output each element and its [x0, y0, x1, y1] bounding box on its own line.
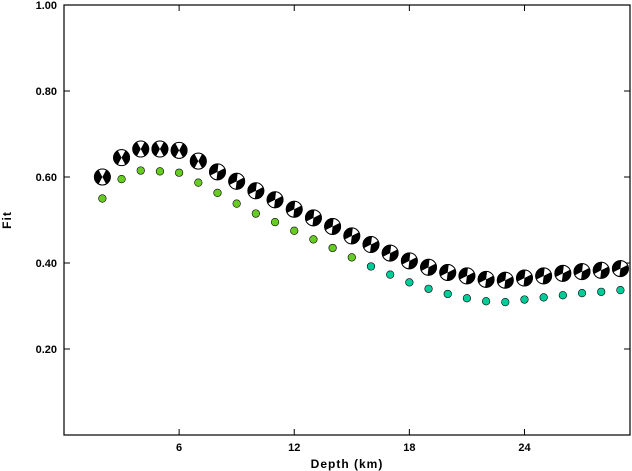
beachball-marker [439, 263, 457, 281]
x-tick-label: 18 [403, 442, 415, 454]
beachball-marker [208, 163, 226, 181]
small-marker [558, 291, 567, 300]
beachball-marker [381, 244, 399, 262]
beachball-marker [304, 209, 322, 227]
beachball-marker [113, 149, 131, 167]
beachball-marker [573, 263, 591, 281]
beachball-marker [266, 191, 284, 209]
small-marker [347, 253, 356, 262]
small-marker [290, 226, 299, 235]
small-marker [309, 235, 318, 244]
y-tick-label: 0.20 [36, 344, 57, 356]
beachball-marker [151, 140, 169, 158]
beachball-marker [458, 267, 476, 285]
beachball-marker [170, 141, 188, 159]
x-axis-title: Depth (km) [311, 457, 384, 471]
beachball-marker [324, 217, 342, 235]
small-marker [98, 194, 107, 203]
small-marker [117, 175, 126, 184]
beachball-marker [535, 267, 553, 285]
small-marker [328, 243, 337, 253]
small-marker [520, 295, 529, 304]
beachball-marker [189, 152, 207, 170]
beachball-marker [400, 252, 418, 270]
beachball-marker [496, 271, 514, 289]
beachball-marker [515, 269, 533, 287]
series-small-markers [98, 166, 625, 307]
small-marker [175, 168, 184, 177]
beachball-marker [132, 140, 150, 158]
small-marker [155, 167, 165, 176]
beachball-marker [362, 236, 380, 254]
small-marker [577, 289, 587, 298]
series-beachball-markers [93, 140, 629, 289]
small-marker [443, 289, 452, 299]
small-marker [270, 218, 280, 227]
small-marker [405, 278, 414, 287]
small-marker [482, 297, 491, 306]
y-tick-label: 0.80 [36, 86, 57, 98]
y-tick-label: 0.40 [36, 258, 57, 270]
small-marker [386, 270, 395, 279]
small-marker [462, 294, 472, 303]
x-tick-label: 6 [176, 442, 182, 454]
small-marker [251, 209, 260, 218]
x-tick-label: 24 [518, 442, 531, 454]
beachball-marker [420, 258, 438, 276]
small-marker [232, 199, 241, 208]
beachball-marker [247, 182, 265, 200]
beachball-marker [592, 261, 610, 279]
beachball-marker [554, 264, 572, 282]
small-marker [501, 298, 510, 307]
beachball-marker [228, 172, 246, 190]
axis-ticks: 6 12 18 24 0.20 0.40 0.60 0.80 1.00 [36, 0, 630, 454]
small-marker [424, 284, 433, 293]
small-marker [136, 166, 145, 175]
y-tick-label: 0.60 [36, 172, 57, 184]
beachball-marker [343, 227, 361, 245]
x-tick-label: 12 [288, 442, 300, 454]
beachball-marker [285, 200, 303, 218]
y-tick-label: 1.00 [36, 0, 57, 12]
small-marker [616, 285, 625, 295]
beachball-marker [477, 270, 495, 288]
small-marker [213, 188, 222, 198]
small-marker [194, 178, 203, 187]
small-marker [539, 293, 548, 302]
small-marker [366, 262, 376, 271]
y-axis-title: Fit [0, 211, 14, 229]
beachball-marker [611, 260, 629, 278]
small-marker [597, 287, 606, 296]
plot-frame [63, 4, 631, 436]
beachball-marker [93, 168, 111, 186]
